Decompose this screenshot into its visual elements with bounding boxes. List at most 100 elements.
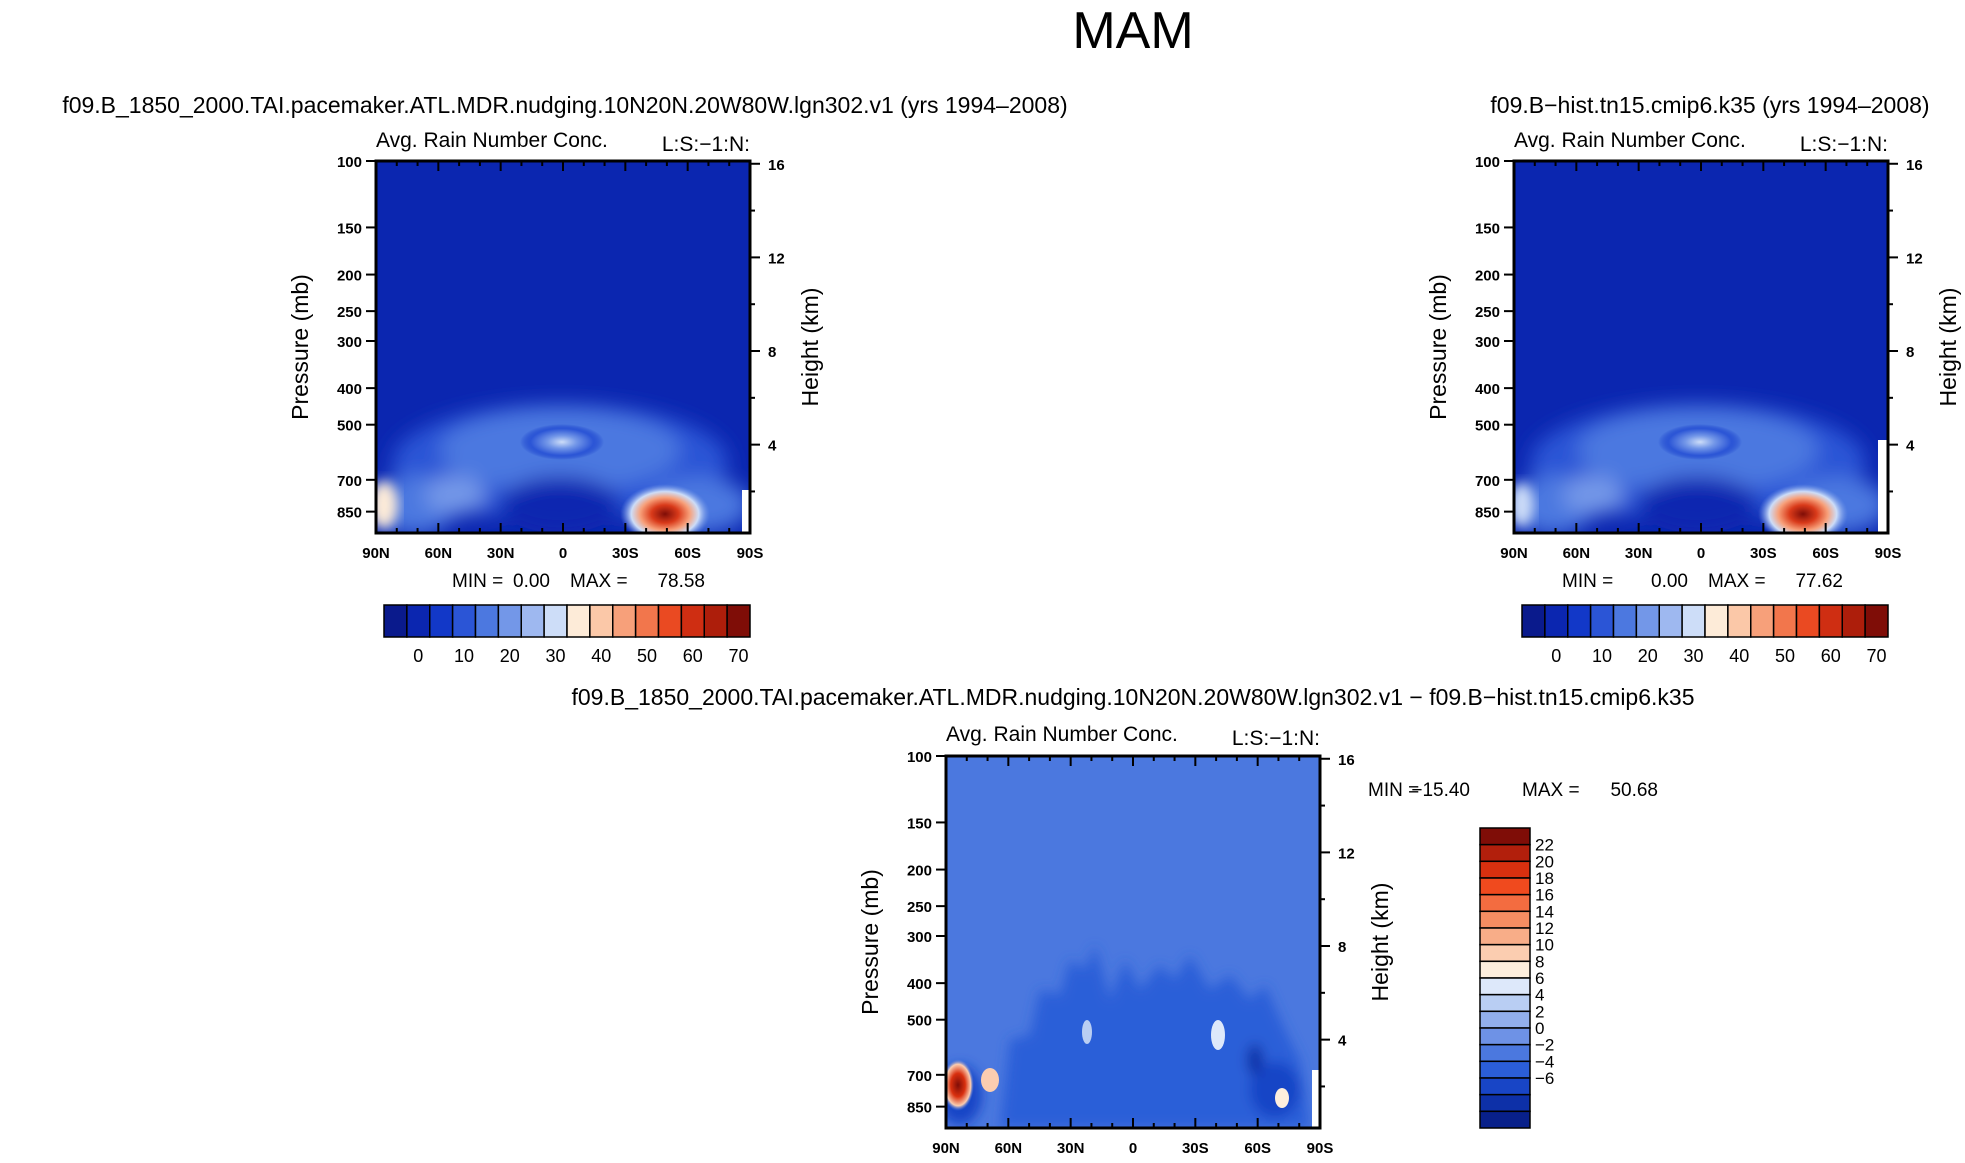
generated-axes: 90N 60N 30N 0 30S 60S 90S100150200250300400500…: [337, 154, 1923, 1157]
panel-variable-label: Avg. Rain Number Conc.: [376, 129, 608, 152]
colorbar-label: −6: [1535, 1069, 1554, 1088]
y-tick-label: 400: [907, 976, 932, 993]
colorbar-swatch: [1479, 843, 1531, 863]
colorbar-label: 22: [1535, 836, 1554, 855]
colorbar-label: 30: [1684, 646, 1704, 666]
colorbar-label: 18: [1535, 869, 1554, 888]
colorbar-label: 60: [1821, 646, 1841, 666]
colorbar-label: 16: [1535, 886, 1554, 905]
y2-tick-label: 12: [768, 250, 785, 267]
y-tick-label: 100: [907, 749, 932, 766]
colorbar-swatch: [474, 604, 500, 638]
min-value: 0.00: [513, 571, 550, 592]
colorbar-swatch: [1479, 1010, 1531, 1029]
x-tick-label: 30S: [612, 545, 639, 562]
colorbar-label: 20: [500, 646, 520, 666]
max-value: 50.68: [1610, 780, 1658, 801]
colorbar-label: 4: [1535, 986, 1544, 1005]
colorbar-swatch: [1479, 1093, 1531, 1113]
colorbar-swatch: [612, 604, 637, 638]
colorbar-label: 20: [1535, 852, 1554, 871]
colorbar-label: 70: [729, 646, 749, 666]
y-tick-label: 100: [337, 154, 362, 171]
y2-tick-label: 8: [1906, 344, 1914, 361]
colorbar-swatch: [680, 604, 705, 638]
y2-tick-label: 8: [1338, 939, 1346, 956]
y2-tick-label: 8: [768, 344, 776, 361]
y2-tick-label: 4: [1338, 1033, 1347, 1050]
y-tick-label: 400: [337, 381, 362, 398]
colorbar-label: 0: [413, 646, 423, 666]
colorbar-label: 8: [1535, 952, 1544, 971]
x-tick-label: 30N: [1057, 1140, 1085, 1157]
min-label: MIN =: [1562, 571, 1613, 592]
y2-axis-label: Height (km): [797, 288, 823, 407]
min-label: MIN =: [452, 571, 503, 592]
max-value: 77.62: [1795, 571, 1843, 592]
colorbar-swatch: [1818, 604, 1843, 638]
y-tick-label: 100: [1475, 154, 1500, 171]
colorbar-swatch: [1479, 827, 1531, 846]
colorbar-swatch: [1864, 604, 1889, 638]
panel-difference: f09.B_1850_2000.TAI.pacemaker.ATL.MDR.nu…: [572, 684, 1695, 1130]
x-tick-label: 60S: [1244, 1140, 1271, 1157]
colorbar-swatch: [634, 604, 660, 638]
colorbar-swatch: [1795, 604, 1821, 638]
colorbar-label: −2: [1535, 1036, 1554, 1055]
panel-run-title: f09.B−hist.tn15.cmip6.k35 (yrs 1994–2008…: [1490, 92, 1929, 118]
colorbar-swatch: [1772, 604, 1798, 638]
y-tick-label: 200: [907, 863, 932, 880]
panel-variable-label: Avg. Rain Number Conc.: [946, 723, 1178, 746]
colorbar-swatch: [1589, 604, 1615, 638]
colorbar-swatch: [1727, 604, 1752, 638]
x-tick-label: 30S: [1750, 545, 1777, 562]
panel-run-title: f09.B_1850_2000.TAI.pacemaker.ATL.MDR.nu…: [572, 684, 1695, 710]
y2-tick-label: 4: [1906, 438, 1915, 455]
colorbar-label: 0: [1551, 646, 1561, 666]
colorbar-swatch: [451, 604, 477, 638]
max-label: MAX =: [1522, 780, 1580, 801]
x-tick-label: 0: [559, 545, 567, 562]
y2-tick-label: 12: [1906, 250, 1923, 267]
x-tick-label: 0: [1697, 545, 1705, 562]
colorbar-swatch: [1658, 604, 1683, 638]
x-tick-label: 90S: [1875, 545, 1902, 562]
y-axis-label: Pressure (mb): [1425, 274, 1451, 420]
colorbar-swatch: [1544, 604, 1569, 638]
x-tick-label: 30N: [1625, 545, 1653, 562]
colorbar-swatch: [1479, 960, 1531, 979]
y-tick-label: 500: [1475, 418, 1500, 435]
x-tick-label: 60N: [995, 1140, 1023, 1157]
y2-tick-label: 4: [768, 438, 777, 455]
y-tick-label: 250: [337, 304, 362, 321]
x-tick-label: 0: [1129, 1140, 1137, 1157]
x-tick-label: 90S: [1307, 1140, 1334, 1157]
colorbar-swatch: [589, 604, 614, 638]
panel-corner-label: L:S:−1:N:: [1800, 133, 1888, 156]
y-tick-label: 200: [337, 268, 362, 285]
y2-axis-label: Height (km): [1367, 883, 1393, 1002]
colorbar-label: 12: [1535, 919, 1554, 938]
y2-axis-label: Height (km): [1935, 288, 1961, 407]
main-title: MAM: [1072, 2, 1193, 60]
max-value: 78.58: [657, 571, 705, 592]
y-tick-label: 850: [1475, 505, 1500, 522]
panel-top-right: f09.B−hist.tn15.cmip6.k35 (yrs 1994–2008…: [1425, 92, 1961, 592]
colorbar-label: 70: [1867, 646, 1887, 666]
x-tick-label: 90N: [362, 545, 390, 562]
colorbar-label: 10: [1535, 936, 1554, 955]
colorbar-swatch: [1521, 604, 1546, 638]
y-tick-label: 250: [907, 899, 932, 916]
colorbar-swatch: [1479, 910, 1531, 929]
y-tick-label: 700: [1475, 473, 1500, 490]
colorbar-swatch: [1479, 943, 1531, 963]
colorbar-swatch: [1479, 1043, 1531, 1063]
colorbar-swatch: [1750, 604, 1775, 638]
colorbar-label: 20: [1638, 646, 1658, 666]
panel-corner-label: L:S:−1:N:: [662, 133, 750, 156]
y-tick-label: 300: [907, 929, 932, 946]
colorbar-label: 50: [1775, 646, 1795, 666]
min-value: 0.00: [1651, 571, 1688, 592]
y-axis-label: Pressure (mb): [857, 869, 883, 1015]
colorbar-swatch: [1841, 604, 1866, 638]
